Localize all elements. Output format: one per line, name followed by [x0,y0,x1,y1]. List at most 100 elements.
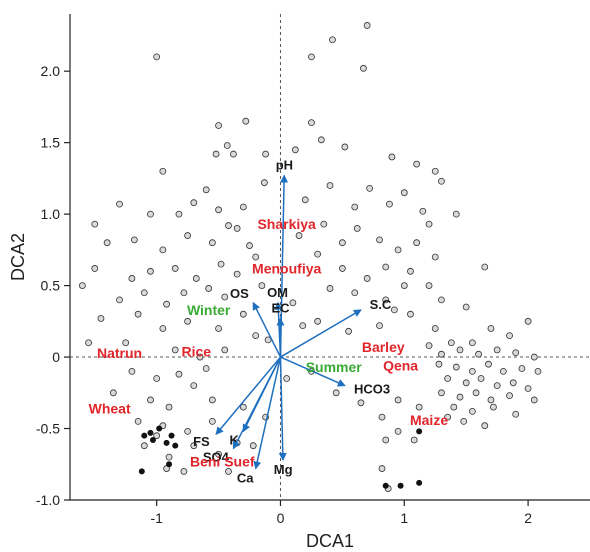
vector-label: EC [271,300,290,315]
solid-point [156,425,163,432]
open-point [109,389,117,397]
open-point [452,363,460,371]
open-point [493,346,501,354]
solid-point [163,439,170,446]
open-point [175,210,183,218]
solid-point [147,429,154,436]
open-point [329,36,336,44]
open-point [341,143,349,151]
vector-label: FS [193,434,210,449]
open-point [481,263,489,271]
open-point [78,282,86,289]
open-point [332,389,340,397]
open-point [413,160,421,168]
open-point [85,339,92,347]
open-point [103,239,111,247]
open-point [425,342,433,350]
open-point [493,382,501,390]
open-point [450,403,458,411]
open-point [357,399,365,407]
y-tick-label: -0.5 [36,421,60,437]
open-point [153,432,161,440]
open-point [386,200,393,208]
open-point [509,379,517,387]
open-point [128,367,136,375]
open-point [190,442,198,450]
location-label: Barley [362,339,405,355]
open-point [456,346,464,354]
y-tick-label: 1.0 [41,206,61,222]
open-point [180,468,188,475]
open-point [360,64,367,72]
open-point [475,350,482,358]
open-point [252,253,260,261]
open-point [468,339,476,347]
open-point [215,122,222,129]
open-point [314,317,322,325]
open-point [159,325,167,332]
solid-point [397,482,404,489]
open-point [147,267,154,275]
open-point [462,379,470,387]
y-tick-label: 2.0 [41,63,61,79]
open-point [249,442,257,450]
open-point [351,203,359,211]
open-point [326,285,334,292]
open-point [485,360,492,368]
open-point [407,267,414,275]
solid-point [172,442,179,449]
open-point [468,367,476,375]
open-point [299,322,307,330]
y-tick-label: -1.0 [36,492,60,508]
open-point [252,332,260,340]
open-point [407,310,414,318]
open-point [225,468,232,475]
open-point [382,263,390,271]
open-point [196,353,204,361]
solid-points [138,425,423,489]
open-point [163,300,170,308]
vector-label: Mg [274,462,293,477]
x-tick-label: 0 [277,510,285,526]
open-point [400,189,408,197]
open-point [192,275,200,282]
solid-point [141,432,148,439]
open-point [116,296,123,304]
solid-point [168,432,175,439]
open-point [217,260,225,268]
x-tick-label: 1 [400,510,408,526]
open-point [351,289,359,297]
open-point [506,332,513,340]
open-point [291,146,299,154]
open-point [295,232,303,239]
open-point [376,322,383,330]
open-point [438,296,445,304]
open-point [400,282,408,289]
x-axis-title: DCA1 [306,531,354,551]
open-point [202,365,210,372]
location-label: Maize [410,412,448,428]
open-point [128,275,136,282]
open-point [184,427,192,435]
vector-arrow [280,309,362,358]
solid-point [166,461,173,468]
open-point [363,22,371,29]
open-point [338,265,346,272]
open-point [260,179,268,187]
open-point [233,270,241,278]
open-point [499,367,507,375]
vector-arrow [232,356,282,450]
plot-frame [69,14,590,501]
open-point [425,220,433,228]
open-point [159,246,167,254]
open-point [190,382,198,390]
open-point [460,417,468,425]
open-point [512,410,520,418]
vector-arrow [280,356,346,387]
location-label: Beni Suef [190,453,255,469]
open-point [171,346,179,354]
open-point [134,417,142,425]
y-axis-title: DCA2 [8,233,28,281]
